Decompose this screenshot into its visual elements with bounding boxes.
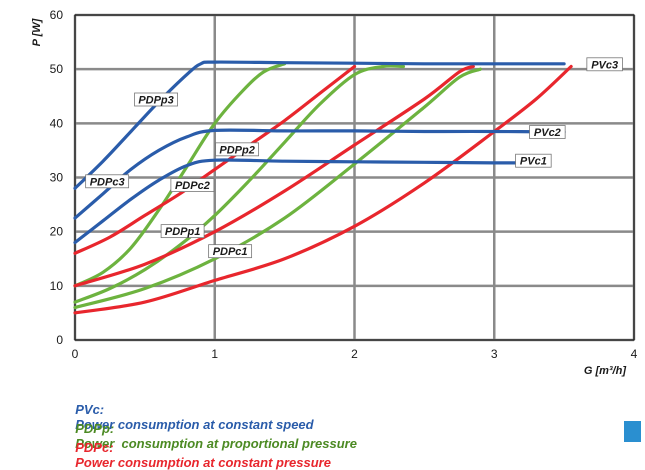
x-tick-label: 3 xyxy=(491,347,498,361)
y-tick-label: 0 xyxy=(56,333,63,347)
series-line-pdpc2 xyxy=(73,64,475,288)
series-line-pdpp2 xyxy=(73,64,405,304)
x-tick-label: 4 xyxy=(631,347,638,361)
legend-pdpc: PDPc: Power consumption at constant pres… xyxy=(68,425,331,470)
y-tick-label: 60 xyxy=(50,8,64,22)
x-tick-label: 1 xyxy=(211,347,218,361)
curve-label-box xyxy=(586,57,623,72)
x-axis-label: G [m³/h] xyxy=(584,365,626,377)
series-line-pdpp1 xyxy=(73,67,482,310)
y-tick-label: 40 xyxy=(50,116,64,130)
curve-label-pdpp1: PDPp1 xyxy=(165,226,200,238)
corner-square xyxy=(624,421,641,442)
power-consumption-chart: 0 10 20 30 40 50 60 0 1 2 3 4 P [W] G [m³/h] PVc3 PVc2 P… xyxy=(31,8,638,377)
plot-border xyxy=(74,14,635,341)
y-tick-label: 30 xyxy=(50,171,64,185)
curve-label-box xyxy=(160,224,205,239)
y-tick-label: 50 xyxy=(50,62,64,76)
curve-label-pvc2: PVc2 xyxy=(534,127,561,139)
curve-label-pvc1: PVc1 xyxy=(520,156,547,168)
curve-label-box xyxy=(134,92,178,107)
series-line-pdpc1 xyxy=(73,64,573,315)
curve-label-box xyxy=(208,244,253,259)
curve-label-box xyxy=(215,142,260,157)
series-line-pvc3 xyxy=(73,60,566,190)
y-tick-label: 10 xyxy=(50,279,64,293)
legend-pdpp-code: PDPp: xyxy=(75,421,115,436)
curve-label-pdpp2: PDPp2 xyxy=(219,144,254,156)
legend-pvc: PVc: Power consumption at constant speed xyxy=(68,387,314,432)
y-tick-label: 20 xyxy=(50,225,64,239)
curve-label-pdpp3: PDPp3 xyxy=(138,95,173,107)
curve-label-pdpc1: PDPc1 xyxy=(213,246,248,258)
curve-label-box xyxy=(170,178,215,192)
series-line-pvc1 xyxy=(73,158,538,245)
legend-pvc-text: Power consumption at constant speed xyxy=(75,417,314,432)
series-line-pdpc3 xyxy=(73,64,357,255)
curve-label-pdpc2: PDPc2 xyxy=(175,180,210,192)
x-tick-label: 2 xyxy=(351,347,358,361)
legend-pdpc-code: PDPc: xyxy=(75,440,114,455)
series-line-pvc2 xyxy=(73,128,566,220)
y-axis-label: P [W] xyxy=(31,18,43,46)
legend-pdpc-text: Power consumption at constant pressure xyxy=(75,455,331,470)
curve-label-pdpc3: PDPc3 xyxy=(90,176,125,188)
curve-label-pvc3: PVc3 xyxy=(591,59,618,71)
x-tick-label: 0 xyxy=(72,347,79,361)
legend-pvc-code: PVc: xyxy=(75,402,105,417)
curve-label-box xyxy=(515,153,552,168)
curve-label-box xyxy=(85,174,130,189)
curve-label-box xyxy=(529,125,566,139)
